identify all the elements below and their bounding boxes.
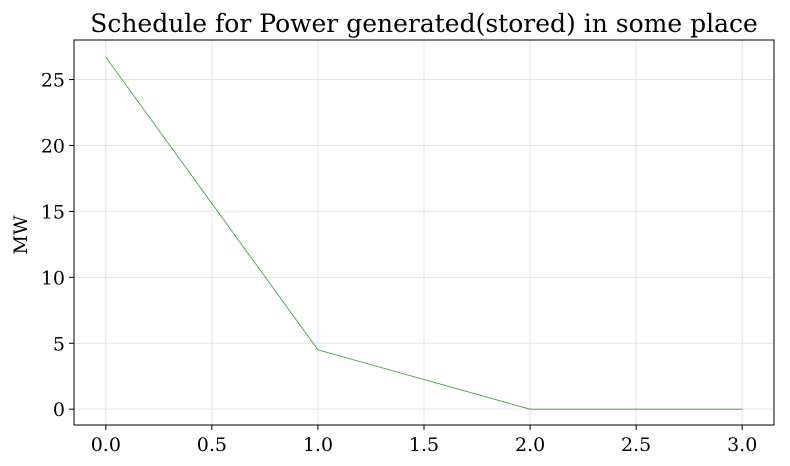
y-tick-label: 10 xyxy=(41,267,65,289)
chart-title: Schedule for Power generated(stored) in … xyxy=(90,9,758,38)
plot-frame xyxy=(73,39,775,426)
y-tick-label: 20 xyxy=(41,135,65,157)
y-axis-label: MW xyxy=(10,215,32,254)
series-line xyxy=(105,56,743,410)
x-tick-label: 2.5 xyxy=(621,434,651,456)
y-tick-label: 15 xyxy=(41,201,65,223)
y-tick-label: 5 xyxy=(53,333,65,355)
x-tick-label: 0.0 xyxy=(91,434,121,456)
y-tick-label: 25 xyxy=(41,70,65,92)
x-tick-label: 1.0 xyxy=(303,434,333,456)
x-tick-label: 1.5 xyxy=(409,434,439,456)
x-tick-label: 3.0 xyxy=(727,434,757,456)
series-layer xyxy=(105,56,743,410)
axis-ticks: 0.0 0.5 1.0 1.5 2.0 2.5 3.0 0 5 10 15 20 25 xyxy=(41,70,757,456)
grid-lines xyxy=(74,40,774,425)
x-tick-label: 2.0 xyxy=(515,434,545,456)
y-tick-label: 0 xyxy=(53,399,65,421)
x-tick-label: 0.5 xyxy=(197,434,227,456)
